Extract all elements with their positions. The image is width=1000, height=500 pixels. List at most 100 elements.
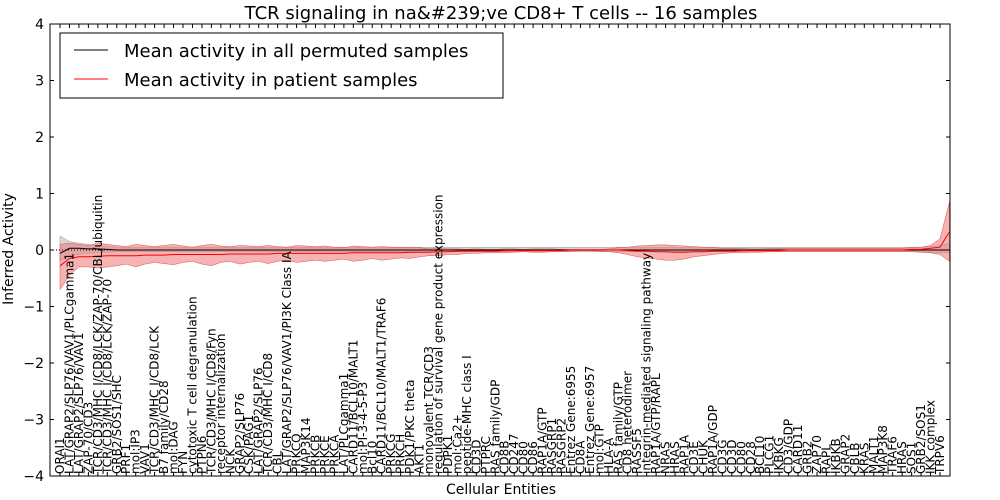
x-category-label: RAP1A/GDP xyxy=(706,405,720,474)
x-category-label: LAT/PLCgamma1 xyxy=(337,373,351,474)
y-tick-label: −1 xyxy=(23,300,44,316)
x-category-label: CARD11/BCL10/MALT1/TRAF6 xyxy=(375,298,389,474)
x-category-label: NRAS xyxy=(659,441,673,474)
x-category-label: mol:GTP xyxy=(592,424,606,474)
x-category-label: MALT1 xyxy=(867,435,881,474)
y-tick-label: 2 xyxy=(35,130,44,146)
legend: Mean activity in all permuted samples Me… xyxy=(59,32,504,99)
x-category-label: TCR/CD3/MHC I/CD8/LCK/ZAP-70/CBL/ubiquit… xyxy=(91,195,105,475)
x-category-label: B7 family/CD28 xyxy=(157,380,171,474)
x-category-label: ZAP70 xyxy=(810,435,824,474)
x-category-label: GRAP2/SLP76 xyxy=(233,393,247,474)
x-category-label: HLA-A xyxy=(602,437,616,474)
x-category-label: PRKCG xyxy=(384,434,398,474)
x-category-label: PRKCQ xyxy=(290,433,304,474)
x-category-label: CD3/GDP xyxy=(782,419,796,474)
x-category-label: BCL10 xyxy=(753,436,767,474)
x-category-label: mol:IP3 xyxy=(129,429,143,474)
x-category-label: CBL xyxy=(271,450,285,474)
x-category-label: PRKCB xyxy=(309,435,323,474)
x-category-label: LAT/GRAP2/SLP76/VAV1/PLCgamma1 xyxy=(63,253,77,474)
x-category-label: RAP1A/GTP/RAPL xyxy=(649,373,663,474)
x-category-label: RAS family/GTP xyxy=(611,382,625,474)
x-category-label: PRKCH xyxy=(394,434,408,474)
x-category-label: PLCG1 xyxy=(763,435,777,474)
x-category-label: CD3D xyxy=(725,440,739,475)
x-category-label: mol:DAG xyxy=(167,421,181,474)
y-axis-label: Inferred Activity xyxy=(1,193,17,305)
x-category-label: LAT/GRAP2/SLP76/VAV1 xyxy=(72,333,86,474)
y-tick-label: −4 xyxy=(23,469,44,485)
series-lines xyxy=(59,231,950,267)
x-category-label: TCR/CD3/MHC I/CD8 xyxy=(261,353,275,475)
x-category-label: TCR/CD3/MHC I/CD8/LCK/ZAP-70 xyxy=(100,279,114,475)
x-category-label: KRAS xyxy=(857,442,871,474)
x-category-label: RAS family/GDP xyxy=(488,380,502,474)
chart-title: TCR signaling in na&#239;ve CD8+ T cells… xyxy=(244,3,758,24)
x-category-label: IKBKB xyxy=(829,438,843,474)
x-category-label: Entrez Gene:6957 xyxy=(583,366,597,474)
y-tick-label: 0 xyxy=(35,243,44,259)
patient-mean-line xyxy=(59,231,950,267)
x-axis-label: Cellular Entities xyxy=(446,482,556,498)
x-category-label: LAT/GRAP2/SLP76/VAV1/PI3K Class IA xyxy=(280,250,294,474)
x-category-label: CSK/PAG1 xyxy=(242,415,256,474)
y-tick-label: 4 xyxy=(35,17,44,33)
x-category-label: PDPK1 xyxy=(441,435,455,474)
x-category-label: LAT/GRAP2/SLP76 xyxy=(252,367,266,474)
patient-band xyxy=(59,201,950,291)
x-category-label: MAP3K8 xyxy=(876,425,890,474)
x-category-label: PTPN6 xyxy=(195,436,209,474)
x-category-label: FYN xyxy=(176,451,190,474)
x-category-label: ORAI1 xyxy=(53,437,67,474)
legend-box xyxy=(59,32,504,99)
x-category-label: RASGRP1 xyxy=(545,418,559,474)
x-category-label: CD80 xyxy=(734,441,748,474)
y-tick-label: −2 xyxy=(23,356,44,372)
x-category-label: RAPL xyxy=(820,444,834,474)
x-category-label: mol:PI-3-4-5-P3 xyxy=(356,382,370,474)
x-category-label: PRF1 xyxy=(119,444,133,474)
x-category-label: ZAP-70/CD3 xyxy=(81,402,95,474)
x-category-label: CARD11 xyxy=(791,425,805,474)
x-category-label: mol:Ca2+ xyxy=(450,414,464,474)
x-category-label: CD80 xyxy=(517,441,531,474)
x-category-label: integrin-mediated signaling pathway xyxy=(640,253,654,474)
x-category-label: IKK complex xyxy=(924,400,938,474)
x-category-label: HRAS xyxy=(895,441,909,474)
x-category-label: MAP3K14 xyxy=(299,417,313,474)
x-category-label: cytotoxic T cell degranulation xyxy=(186,296,200,474)
x-category-label: AKT1 xyxy=(413,444,427,474)
x-category-label: Bcl10 xyxy=(365,441,379,474)
x-category-label: RAP1A xyxy=(678,434,692,474)
x-category-label: CD3G xyxy=(715,439,729,474)
legend-label-permuted: Mean activity in all permuted samples xyxy=(124,41,468,62)
x-category-label: CD8A xyxy=(573,440,587,474)
x-category-label: VAV1 xyxy=(138,443,152,474)
y-tick-label: 1 xyxy=(35,187,44,203)
x-category-label: CD3E xyxy=(687,441,701,474)
x-category-label: GRB2/SOS1 xyxy=(914,404,928,474)
y-axis-ticks: −4 −3 −2 −1 0 1 2 3 4 xyxy=(23,17,950,485)
x-axis-ticks xyxy=(59,24,941,476)
x-category-label: HRAS xyxy=(668,441,682,474)
x-category-label: CD28 xyxy=(744,441,758,474)
x-category-labels: ORAI1LAT/GRAP2/SLP76/VAV1/PLCgamma1LAT/G… xyxy=(53,195,947,475)
x-category-label: CD86 xyxy=(526,441,540,474)
confidence-bands xyxy=(59,201,950,291)
x-category-label: Entrez Gene:6955 xyxy=(564,366,578,474)
x-category-label: SOS1 xyxy=(905,442,919,474)
x-category-label: RAP1A/GTP xyxy=(536,407,550,474)
x-category-label: RASGRP2 xyxy=(555,418,569,474)
legend-label-patient: Mean activity in patient samples xyxy=(124,70,418,91)
x-category-label: TCR/CD3/MHC I/CD8/Fyn xyxy=(204,328,218,475)
x-category-label: RASSF5 xyxy=(630,428,644,474)
x-category-label: CD3D xyxy=(469,440,483,475)
x-category-label: TRAF6 xyxy=(886,436,900,475)
x-category-label: CHUK xyxy=(696,439,710,474)
x-category-label: CD8 heterodimer xyxy=(621,371,635,474)
x-category-label: TRPV6 xyxy=(933,435,947,475)
x-category-label: NCK xyxy=(223,448,237,474)
x-category-label: regulation of survival gene product expr… xyxy=(432,195,446,474)
